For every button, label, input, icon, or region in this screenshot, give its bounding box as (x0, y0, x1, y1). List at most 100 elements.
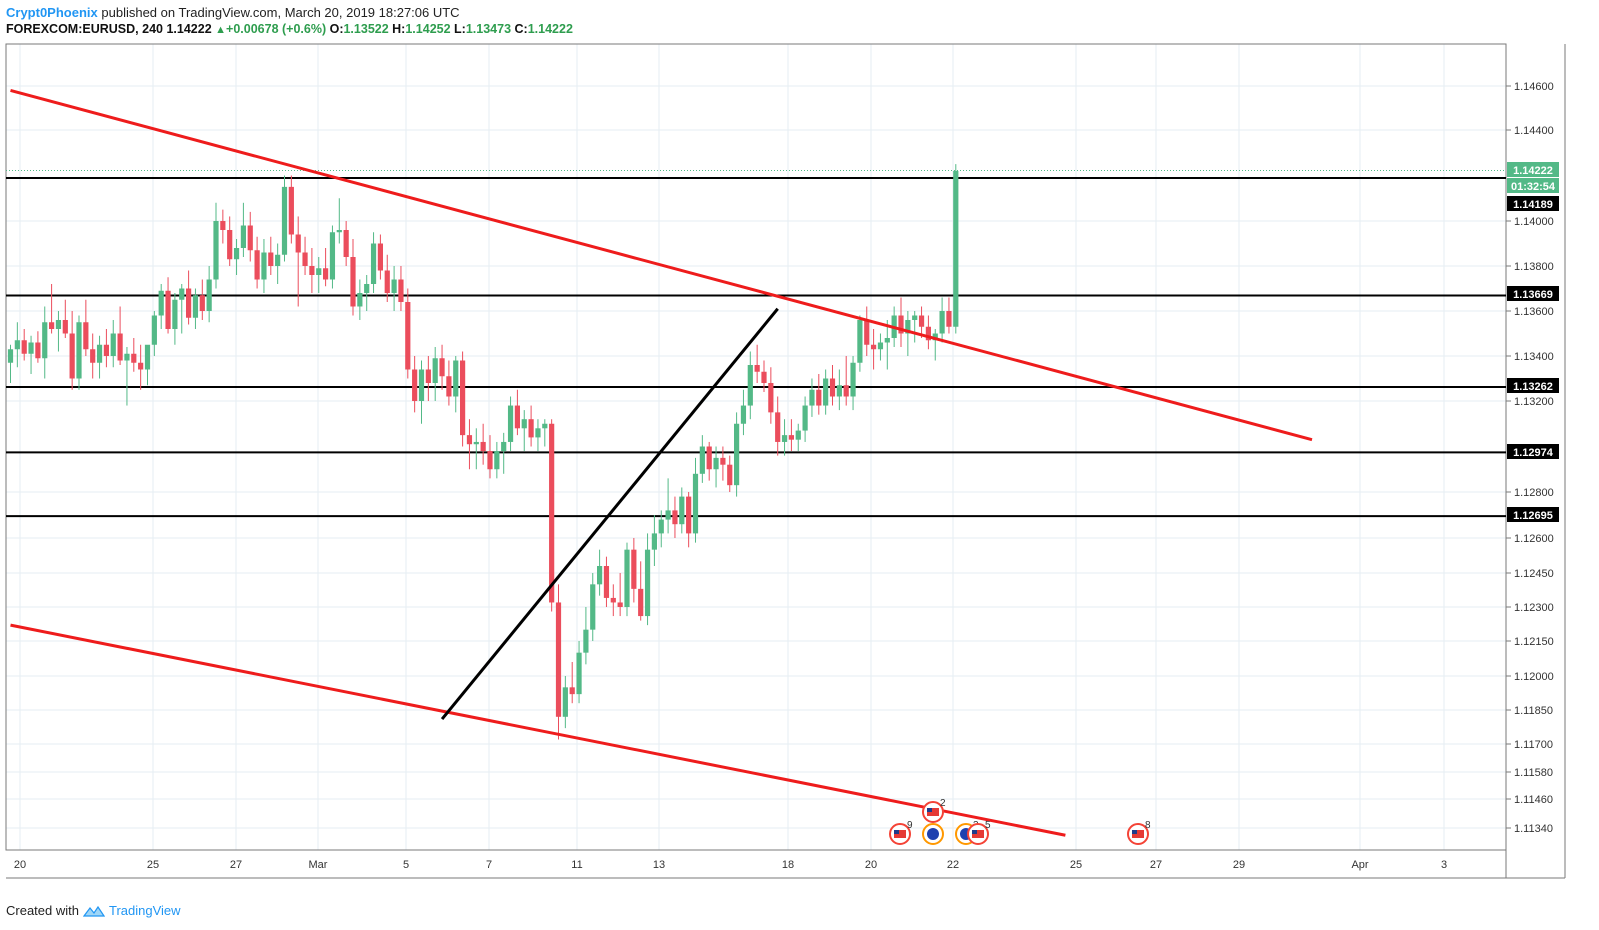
x-tick-label: 22 (947, 859, 959, 871)
candle (62, 299, 68, 338)
candle (679, 487, 685, 534)
candle (569, 662, 575, 704)
candle (28, 335, 34, 374)
candle-body (583, 629, 589, 653)
candle (425, 356, 431, 401)
candle-body (597, 566, 603, 585)
candle-body (912, 315, 918, 320)
price-label-bg (1507, 286, 1559, 301)
y-tick-label: 1.14400 (1514, 125, 1554, 137)
candle (918, 306, 925, 338)
y-tick-label: 1.12800 (1514, 487, 1554, 499)
candle (734, 412, 740, 497)
candle-body (14, 340, 20, 350)
candle-body (466, 435, 473, 445)
candle (213, 202, 219, 289)
candle-body (316, 268, 322, 275)
candle-body (692, 473, 699, 534)
candle (288, 175, 294, 244)
created-with-text: Created with (6, 903, 79, 918)
candle-body (473, 441, 479, 445)
candle-body (233, 248, 240, 260)
candle-body (412, 369, 418, 401)
candle-body (49, 322, 55, 329)
candle-body (254, 250, 260, 280)
candle (768, 367, 774, 424)
candle-body (953, 170, 959, 327)
candle (501, 432, 507, 474)
candle-body (679, 496, 685, 525)
candle (672, 496, 678, 538)
lower-channel-line (10, 623, 1066, 837)
candle-body (747, 365, 753, 406)
tradingview-brand-link[interactable]: TradingView (108, 903, 181, 918)
candles (7, 164, 959, 740)
price-label-text: 1.14222 (1513, 165, 1553, 177)
candle-body (55, 320, 62, 329)
candle-body (199, 295, 205, 311)
flag-canton (927, 808, 932, 812)
candle-body (686, 496, 692, 534)
candle (590, 573, 596, 641)
close-label: C: (514, 22, 528, 36)
candle (638, 561, 644, 621)
price-label-bg (1507, 378, 1559, 393)
candle (96, 335, 103, 379)
y-tick-label: 1.14600 (1514, 81, 1554, 93)
candle-body (220, 221, 226, 230)
flag-canton (972, 830, 977, 834)
candle-body (446, 376, 452, 397)
candle-body (555, 602, 562, 717)
candle-body (364, 284, 370, 293)
open-label: O: (329, 22, 344, 36)
candle-body (62, 320, 68, 334)
candle (268, 236, 274, 275)
candle (562, 676, 568, 729)
candle-body (144, 344, 151, 370)
candle (343, 221, 349, 266)
candle-body (275, 254, 281, 266)
candle (453, 356, 459, 413)
candle (192, 288, 199, 329)
horizontal-levels (6, 177, 1506, 518)
y-tick-label: 1.12000 (1514, 671, 1554, 683)
candle (850, 356, 856, 411)
us-flag-event-icon: 8 (1127, 820, 1151, 845)
price-label-text: 1.12974 (1513, 447, 1554, 459)
upper-channel-line (10, 88, 1313, 442)
candle (432, 347, 438, 401)
candle (925, 315, 931, 350)
candle-body (124, 353, 130, 361)
candle-body (336, 230, 342, 233)
candle-body (939, 311, 945, 334)
y-tick-label: 1.12600 (1514, 533, 1554, 545)
candle (158, 284, 164, 329)
x-tick-label: 18 (782, 859, 794, 871)
candle-body (631, 549, 637, 589)
candle (90, 333, 96, 379)
candle (364, 275, 370, 311)
candle-body (186, 288, 192, 318)
price-label-text: 1.13669 (1513, 289, 1553, 301)
author-link[interactable]: Crypt0Phoenix (6, 5, 98, 20)
candle-body (76, 322, 82, 379)
candle (165, 277, 171, 334)
y-tick-label: 1.12300 (1514, 602, 1554, 614)
candle-body (507, 405, 514, 442)
candle-body (247, 225, 253, 251)
price-label-bg (1507, 444, 1559, 459)
event-markers: 29358 (889, 798, 1151, 845)
candle (69, 311, 75, 390)
candle (610, 584, 616, 617)
candle-body (391, 279, 397, 293)
x-tick-label: Apr (1351, 859, 1368, 871)
candle (658, 510, 664, 548)
candle (240, 202, 246, 257)
candle (514, 389, 520, 436)
candle-body (69, 333, 75, 379)
candle-body (877, 342, 884, 350)
candle (692, 457, 699, 543)
us-flag-event-icon: 5 (967, 820, 991, 845)
candle (460, 351, 466, 447)
